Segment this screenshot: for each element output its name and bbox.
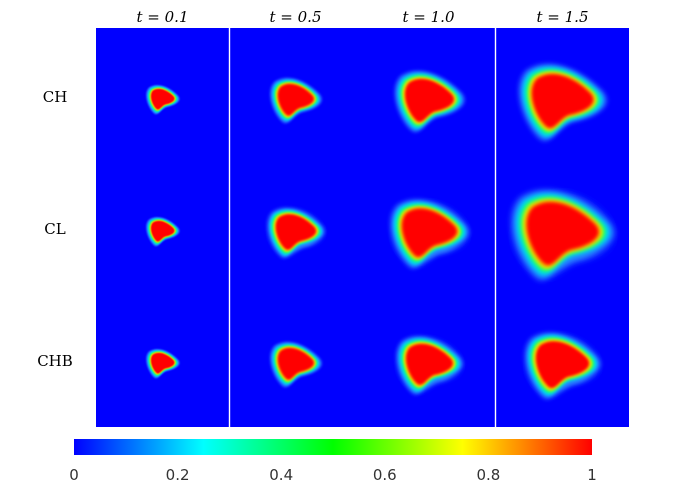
blob-contour — [275, 214, 316, 250]
blob-chb-0 — [145, 348, 180, 379]
blob-contour — [277, 348, 314, 380]
row-label-ch: CH — [42, 88, 68, 106]
colorbar — [74, 439, 592, 455]
blob-cl-3 — [504, 184, 622, 288]
blob-ch-1 — [269, 77, 323, 124]
column-title-t15: t = 1.5 — [536, 8, 589, 26]
blob-contour — [536, 341, 589, 388]
row-label-chb: CHB — [37, 352, 73, 370]
blob-chb-2 — [391, 332, 468, 399]
colorbar-gradient — [74, 439, 592, 455]
row-label-cl: CL — [44, 220, 66, 238]
blob-contour — [151, 88, 175, 110]
blob-chb-1 — [269, 341, 323, 388]
colorbar-tick: 0.4 — [269, 466, 294, 484]
blob-contour — [402, 208, 457, 257]
column-title-t05: t = 0.5 — [269, 8, 322, 26]
colorbar-tick: 0.8 — [476, 466, 501, 484]
colorbar-tick: 0 — [69, 466, 79, 484]
blob-ch-3 — [518, 63, 608, 142]
blob-ch-0 — [145, 84, 180, 115]
blob-contour — [526, 202, 599, 265]
blob-contour — [405, 79, 454, 122]
blob-cl-0 — [145, 216, 180, 247]
colorbar-tick: 0.2 — [165, 466, 190, 484]
blob-chb-3 — [519, 328, 606, 404]
simulation-panel — [96, 28, 629, 427]
colorbar-tick: 1 — [587, 466, 597, 484]
blob-contour — [151, 220, 175, 242]
blob-contour — [151, 352, 175, 374]
blob-cl-2 — [385, 195, 475, 274]
blob-contour — [406, 343, 453, 385]
blob-cl-1 — [263, 204, 329, 262]
blob-contour — [532, 74, 594, 128]
column-title-t10: t = 1.0 — [402, 8, 455, 26]
blob-contour — [277, 84, 314, 116]
blob-ch-2 — [394, 70, 465, 133]
colorbar-tick: 0.6 — [372, 466, 397, 484]
column-title-t01: t = 0.1 — [136, 8, 189, 26]
